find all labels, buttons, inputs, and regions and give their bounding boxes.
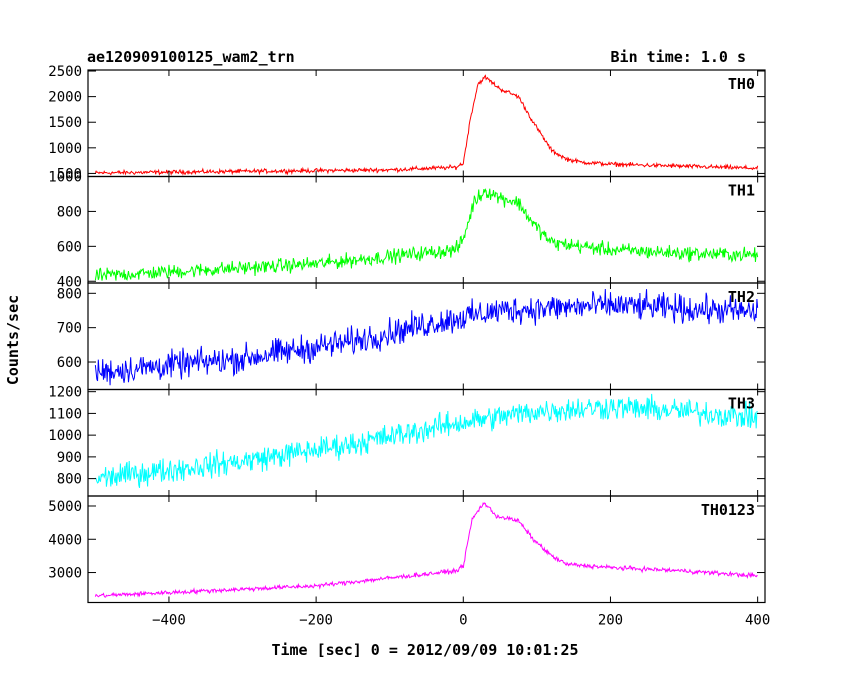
y-tick-label: 1000 [48,428,82,444]
panel-label-th2: TH2 [728,288,755,306]
panel-label-th0: TH0 [728,75,755,93]
y-tick-label: 400 [57,274,82,290]
y-tick-label: 1200 [48,385,82,401]
series-th1 [94,188,759,281]
series-th0 [94,74,759,177]
y-tick-label: 600 [57,239,82,255]
x-tick-label: 200 [598,613,623,629]
y-tick-label: 4000 [48,532,82,548]
panel-th0123: 3000 4000 5000 TH0123 [48,495,766,604]
x-axis-label: Time [sec] 0 = 2012/09/09 10:01:25 [271,641,578,659]
panel-th1: 400 600 800 1000 TH1 [48,170,766,290]
panel-th3: 800 900 1000 1100 1200 TH3 [48,385,766,497]
panel-label-th0123: TH0123 [701,501,755,519]
series-th2 [94,289,759,386]
x-tick-label: 400 [745,613,770,629]
y-tick-label: 900 [57,450,82,466]
y-tick-label: 700 [57,321,82,337]
bin-time-label: Bin time: 1.0 s [611,48,746,66]
y-tick-label: 3000 [48,566,82,582]
series-th3 [95,393,758,489]
y-tick-label: 1100 [48,406,82,422]
y-tick-label: 1500 [48,115,82,131]
x-axis: −400 −200 0 200 400 [152,613,770,629]
y-tick-label: 600 [57,355,82,371]
x-tick-label: −200 [299,613,333,629]
panel-label-th3: TH3 [728,395,755,413]
y-tick-label: 1000 [48,170,82,186]
chart-title: ae120909100125_wam2_trn [87,48,295,66]
y-axis-label: Counts/sec [4,295,22,385]
y-tick-label: 1000 [48,141,82,157]
y-tick-label: 2000 [48,90,82,106]
panel-th0: 500 1000 1500 2000 2500 TH0 [48,64,766,182]
panel-frame [87,175,766,284]
panel-label-th1: TH1 [728,182,755,200]
x-tick-label: 0 [459,613,467,629]
y-tick-label: 2500 [48,64,82,80]
y-tick-label: 800 [57,204,82,220]
y-tick-label: 800 [57,286,82,302]
series-th0123 [94,502,758,598]
panel-th2: 600 700 800 TH2 [57,282,766,391]
panel-frame [87,495,766,604]
y-tick-label: 5000 [48,499,82,515]
y-tick-label: 500 [57,166,82,182]
panel-frame [87,69,766,178]
x-tick-label: −400 [152,613,186,629]
y-tick-label: 800 [57,472,82,488]
panels-group: 5001000150020002500TH04006008001000TH160… [48,64,766,604]
